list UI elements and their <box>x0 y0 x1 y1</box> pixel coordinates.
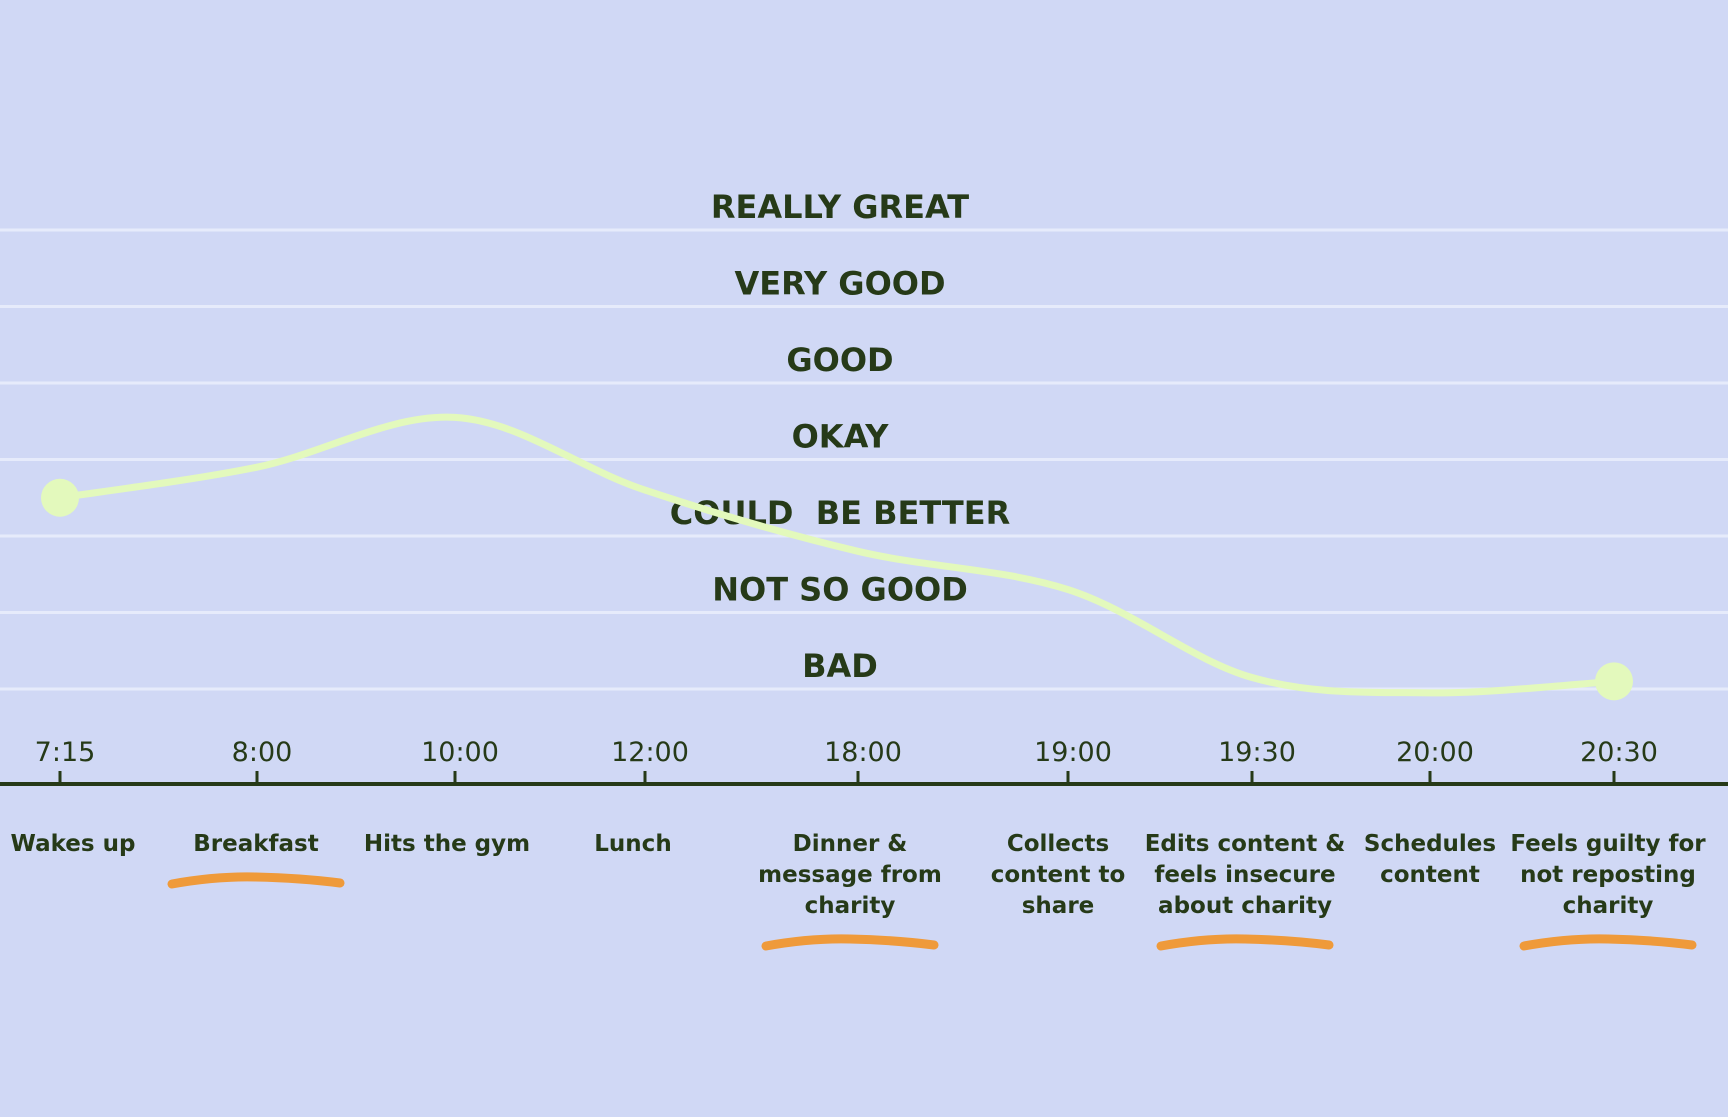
mood-curve-line <box>56 413 1618 697</box>
event-label-line: feels insecure <box>1154 862 1335 888</box>
mood-level-label: BAD <box>802 647 878 685</box>
event-label: Feels guilty for not reposting charity <box>1510 831 1706 919</box>
event-label: Schedules content <box>1364 831 1496 888</box>
highlight-underline <box>1156 934 1334 951</box>
event-label-line: Wakes up <box>11 831 136 857</box>
event-label: Lunch <box>594 831 671 857</box>
event-label-line: Feels guilty for <box>1510 831 1706 857</box>
x-tick-label: 20:00 <box>1396 737 1474 768</box>
x-tick-label: 19:30 <box>1218 737 1296 768</box>
event-label: Hits the gym <box>364 831 530 857</box>
event-label-line: share <box>1022 893 1095 919</box>
x-tick-label: 10:00 <box>421 737 499 768</box>
event-label-line: Lunch <box>594 831 671 857</box>
event-label-line: charity <box>805 893 896 919</box>
mood-level-label: GOOD <box>786 341 893 379</box>
x-tick-label: 12:00 <box>611 737 689 768</box>
curve-end-marker <box>1595 662 1633 701</box>
event-label-line: Breakfast <box>193 831 319 857</box>
time-axis: 7:15 8:00 10:00 12:00 18:00 19:00 19:30 20:00 20… <box>0 737 1728 786</box>
event-labels: Wakes up Breakfast Hits the gym Lunch Dinner… <box>11 831 1706 951</box>
x-tick-label: 18:00 <box>824 737 902 768</box>
event-label: Breakfast <box>193 831 319 857</box>
x-tick-label: 7:15 <box>35 737 96 768</box>
highlight-underline <box>167 872 345 889</box>
event-label: Collects content to share <box>991 831 1126 919</box>
mood-level-label: VERY GOOD <box>734 265 945 303</box>
x-tick-label: 19:00 <box>1034 737 1112 768</box>
event-label: Edits content & feels insecure about chari… <box>1145 831 1346 919</box>
mood-curve-group <box>41 413 1633 701</box>
event-label-line: content <box>1380 862 1480 888</box>
curve-start-marker <box>41 478 79 517</box>
event-label: Dinner & message from charity <box>758 831 942 919</box>
event-label: Wakes up <box>11 831 136 857</box>
event-label-line: Collects <box>1007 831 1109 857</box>
event-label-line: Schedules <box>1364 831 1496 857</box>
event-label-line: Hits the gym <box>364 831 530 857</box>
x-tick-label: 8:00 <box>232 737 293 768</box>
event-label-line: content to <box>991 862 1126 888</box>
highlight-underline <box>1519 934 1697 951</box>
event-label-line: charity <box>1563 893 1654 919</box>
x-tick-label: 20:30 <box>1580 737 1658 768</box>
mood-level-label: REALLY GREAT <box>711 188 969 226</box>
mood-level-label: NOT SO GOOD <box>712 571 968 609</box>
event-label-line: message from <box>758 862 942 888</box>
event-label-line: Dinner & <box>793 831 908 857</box>
event-label-line: about charity <box>1158 893 1332 919</box>
mood-level-label: OKAY <box>792 418 890 456</box>
event-label-line: not reposting <box>1520 862 1696 888</box>
event-label-line: Edits content & <box>1145 831 1346 857</box>
highlight-underline <box>761 934 939 951</box>
